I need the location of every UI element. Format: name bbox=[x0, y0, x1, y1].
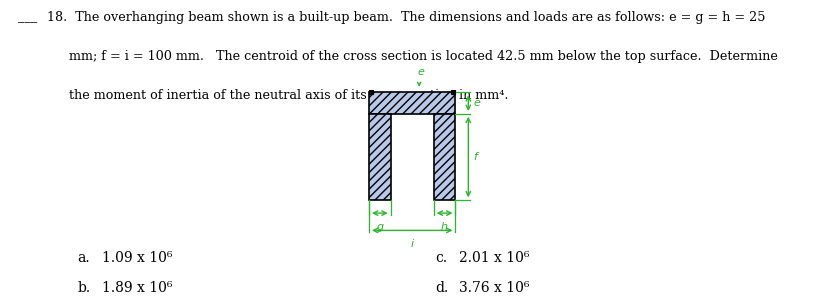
Text: 3.76 x 10⁶: 3.76 x 10⁶ bbox=[459, 281, 530, 295]
Bar bbox=[451, 90, 455, 95]
Text: 2.01 x 10⁶: 2.01 x 10⁶ bbox=[459, 251, 530, 265]
Bar bbox=[369, 114, 391, 200]
Text: 1.09 x 10⁶: 1.09 x 10⁶ bbox=[102, 251, 172, 265]
Text: mm; f = i = 100 mm.   The centroid of the cross section is located 42.5 mm below: mm; f = i = 100 mm. The centroid of the … bbox=[69, 50, 778, 63]
Text: e: e bbox=[417, 67, 424, 77]
Text: i: i bbox=[411, 239, 414, 249]
Bar bbox=[369, 90, 373, 95]
Text: 18.  The overhanging beam shown is a built-up beam.  The dimensions and loads ar: 18. The overhanging beam shown is a buil… bbox=[47, 11, 766, 24]
Bar bbox=[434, 114, 455, 200]
Text: d.: d. bbox=[435, 281, 448, 295]
Text: c.: c. bbox=[435, 251, 447, 265]
Text: f: f bbox=[473, 152, 477, 162]
Text: the moment of inertia of the neutral axis of its cross-section in mm⁴.: the moment of inertia of the neutral axi… bbox=[69, 89, 509, 102]
Text: ___: ___ bbox=[18, 11, 37, 24]
Text: g: g bbox=[376, 222, 384, 232]
Text: 1.89 x 10⁶: 1.89 x 10⁶ bbox=[102, 281, 172, 295]
Text: e: e bbox=[473, 98, 480, 108]
Text: h: h bbox=[441, 222, 448, 232]
Bar bbox=[369, 92, 455, 114]
Text: a.: a. bbox=[77, 251, 90, 265]
Text: b.: b. bbox=[77, 281, 90, 295]
